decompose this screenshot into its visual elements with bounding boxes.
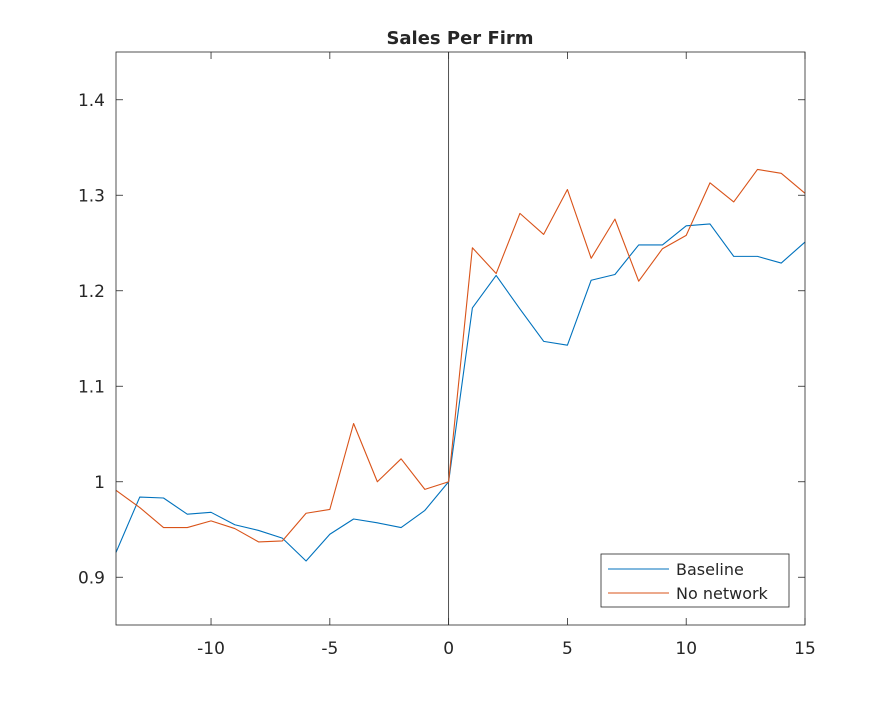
y-tick-label: 0.9 xyxy=(78,568,105,588)
y-tick-label: 1.3 xyxy=(78,186,105,206)
legend-label-0: Baseline xyxy=(676,560,744,579)
x-tick-label: 15 xyxy=(794,639,816,659)
legend: Baseline No network xyxy=(600,553,790,608)
plot-area xyxy=(116,52,805,625)
series-line-1 xyxy=(115,168,806,543)
y-tick-label: 1.2 xyxy=(78,282,105,302)
chart-title: Sales Per Firm xyxy=(386,28,533,49)
y-tick-label: 1.4 xyxy=(78,91,105,111)
x-tick-label: -5 xyxy=(321,639,338,659)
axes-box xyxy=(115,51,806,626)
legend-label-1: No network xyxy=(676,584,769,603)
axes-layer: -10 -5 0 5 10 15 0.9 1 1.1 1.2 1.3 1.4 xyxy=(78,51,816,659)
x-tick-label: 5 xyxy=(562,639,573,659)
plot-background xyxy=(116,52,805,625)
legend-box xyxy=(600,553,790,608)
x-tick-label: 0 xyxy=(443,639,454,659)
y-tick-label: 1 xyxy=(94,473,105,493)
y-tick-label: 1.1 xyxy=(78,377,105,397)
x-tick-label: -10 xyxy=(197,639,225,659)
series-layer xyxy=(115,168,806,562)
x-tick-label: 10 xyxy=(675,639,697,659)
